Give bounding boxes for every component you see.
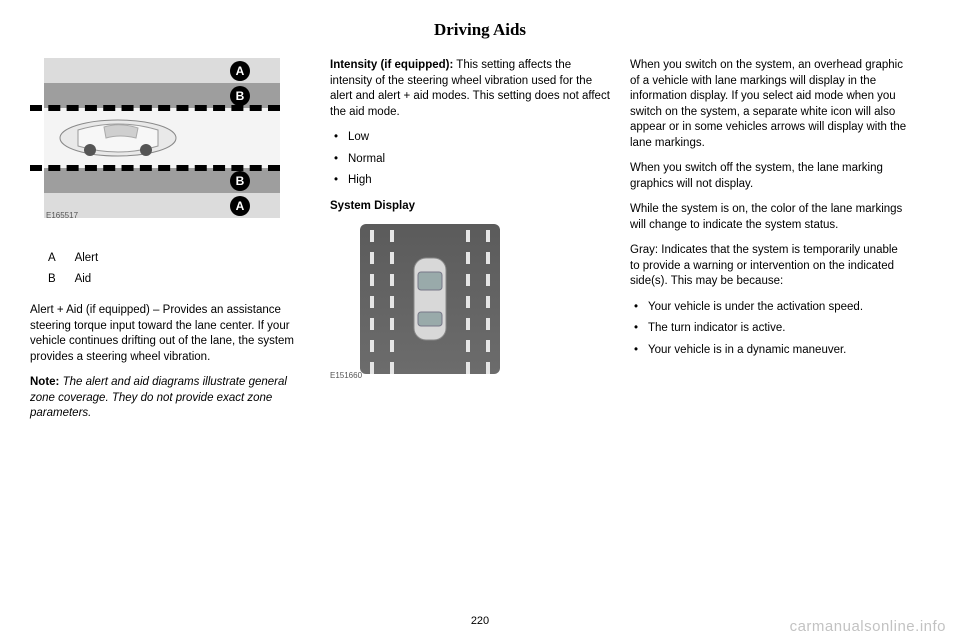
car-side-icon xyxy=(58,116,178,160)
legend-val-b: Aid xyxy=(75,273,92,285)
page-title: Driving Aids xyxy=(30,20,930,40)
col3-p3: While the system is on, the color of the… xyxy=(630,202,910,233)
lane-line-lower xyxy=(30,165,280,171)
legend-key-a: A xyxy=(48,248,72,269)
label-b-bottom: B xyxy=(230,171,250,191)
system-display-heading: System Display xyxy=(330,199,610,215)
car-top-icon xyxy=(410,254,450,344)
alert-aid-paragraph: Alert + Aid (if equipped) – Provides an … xyxy=(30,303,310,365)
system-display-heading-text: System Display xyxy=(330,200,415,212)
legend-row-b: B Aid xyxy=(48,269,310,290)
legend-val-a: Alert xyxy=(75,252,99,264)
content-columns: A B B A E165517 A Alert xyxy=(30,58,930,432)
lane-marking-right-inner xyxy=(466,230,470,378)
col3-p2: When you switch off the system, the lane… xyxy=(630,161,910,192)
lane-marking-left-outer xyxy=(370,230,374,378)
reason-1: Your vehicle is under the activation spe… xyxy=(630,300,910,316)
intensity-paragraph: Intensity (if equipped): This setting af… xyxy=(330,58,610,120)
label-b-top: B xyxy=(230,86,250,106)
legend: A Alert B Aid xyxy=(48,248,310,289)
legend-key-b: B xyxy=(48,269,72,290)
note-label: Note: xyxy=(30,376,59,388)
lane-diagram: A B B A E165517 xyxy=(30,58,280,238)
column-2: Intensity (if equipped): This setting af… xyxy=(330,58,610,432)
reason-2: The turn indicator is active. xyxy=(630,321,910,337)
lane-line-upper xyxy=(30,105,280,111)
level-normal: Normal xyxy=(330,152,610,168)
reason-3: Your vehicle is in a dynamic maneuver. xyxy=(630,343,910,359)
intensity-label: Intensity (if equipped): xyxy=(330,59,453,71)
lane-marking-right-outer xyxy=(486,230,490,378)
column-3: When you switch on the system, an overhe… xyxy=(630,58,910,432)
label-a-top: A xyxy=(230,61,250,81)
intensity-levels: Low Normal High xyxy=(330,130,610,189)
label-a-bottom: A xyxy=(230,196,250,216)
lane-marking-left-inner xyxy=(390,230,394,378)
gray-reasons-list: Your vehicle is under the activation spe… xyxy=(630,300,910,359)
watermark: carmanualsonline.info xyxy=(790,618,946,635)
column-1: A B B A E165517 A Alert xyxy=(30,58,310,432)
system-display-figure: E151660 xyxy=(330,224,530,384)
col3-p1: When you switch on the system, an overhe… xyxy=(630,58,910,151)
note-paragraph: Note: The alert and aid diagrams illustr… xyxy=(30,375,310,422)
level-low: Low xyxy=(330,130,610,146)
page: Driving Aids A B B A xyxy=(0,0,960,643)
diagram-code: E165517 xyxy=(46,211,78,222)
col3-p4: Gray: Indicates that the system is tempo… xyxy=(630,243,910,290)
note-body: The alert and aid diagrams illustrate ge… xyxy=(30,376,287,419)
system-display-code: E151660 xyxy=(330,371,362,382)
legend-row-a: A Alert xyxy=(48,248,310,269)
level-high: High xyxy=(330,173,610,189)
